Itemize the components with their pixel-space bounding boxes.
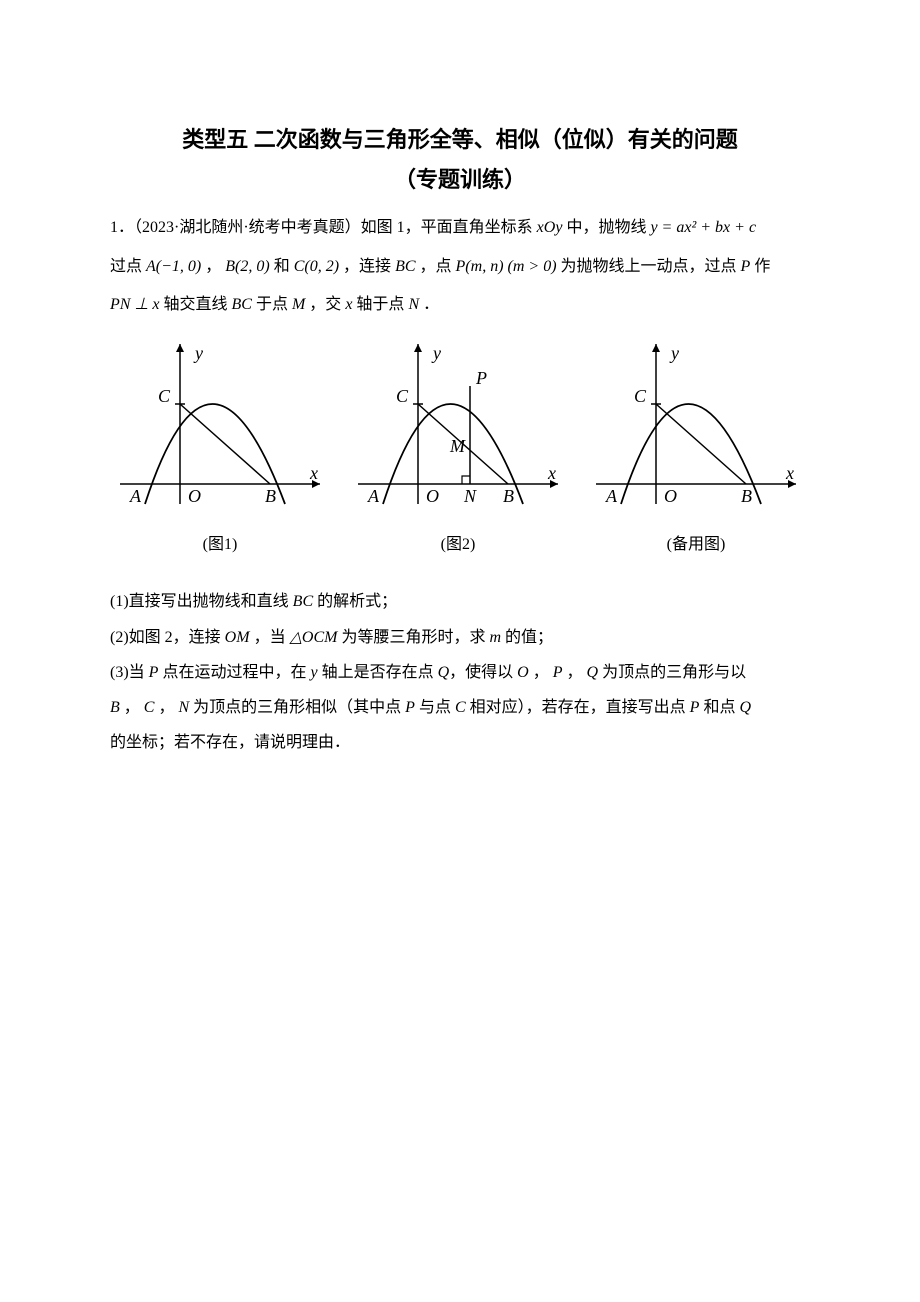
svg-text:O: O — [664, 486, 677, 506]
svg-text:B: B — [741, 486, 752, 506]
svg-text:A: A — [605, 486, 618, 506]
svg-text:N: N — [463, 486, 477, 506]
figure-3-caption: (备用图) — [667, 530, 726, 554]
figure-2: y x C A O B P M N (图2) — [348, 334, 568, 554]
svg-text:B: B — [265, 486, 276, 506]
question-2: (2)如图 2，连接 OM ，当 △OCM 为等腰三角形时，求 m 的值； — [110, 620, 810, 655]
svg-text:y: y — [669, 343, 679, 363]
question-3-line1: (3)当 P 点在运动过程中，在 y 轴上是否存在点 Q，使得以 O ， P ，… — [110, 655, 810, 690]
svg-text:x: x — [785, 463, 794, 483]
title-line2: （专题训练） — [394, 167, 526, 192]
title-line1: 类型五 二次函数与三角形全等、相似（位似）有关的问题 — [182, 127, 738, 152]
figure-3-svg: y x C A O B — [586, 334, 806, 524]
svg-text:y: y — [431, 343, 441, 363]
svg-text:B: B — [503, 486, 514, 506]
intro-block: 1．（2023·湖北随州·统考中考真题）如图 1，平面直角坐标系 xOy 中，抛… — [110, 209, 810, 324]
intro-p1: 1．（2023·湖北随州·统考中考真题）如图 1，平面直角坐标系 xOy 中，抛… — [110, 209, 810, 247]
svg-text:C: C — [396, 386, 409, 406]
figure-1: y x C A O B (图1) — [110, 334, 330, 554]
figures-row: y x C A O B (图1) — [110, 334, 810, 554]
figure-1-caption: (图1) — [203, 530, 238, 554]
page: 类型五 二次函数与三角形全等、相似（位似）有关的问题 （专题训练） 1．（202… — [0, 0, 920, 1302]
figure-3: y x C A O B (备用图) — [586, 334, 806, 554]
svg-text:P: P — [475, 368, 487, 388]
figure-2-caption: (图2) — [441, 530, 476, 554]
svg-text:x: x — [309, 463, 318, 483]
question-3-line2: B ， C ， N 为顶点的三角形相似（其中点 P 与点 C 相对应），若存在，… — [110, 690, 810, 725]
svg-text:O: O — [188, 486, 201, 506]
svg-text:x: x — [547, 463, 556, 483]
question-3-line3: 的坐标；若不存在，请说明理由． — [110, 725, 810, 760]
svg-text:A: A — [367, 486, 380, 506]
figure-2-svg: y x C A O B P M N — [348, 334, 568, 524]
svg-text:O: O — [426, 486, 439, 506]
svg-text:y: y — [193, 343, 203, 363]
svg-text:C: C — [634, 386, 647, 406]
intro-p2: 过点 A(−1, 0) ， B(2, 0) 和 C(0, 2) ，连接 BC ，… — [110, 248, 810, 286]
document-title: 类型五 二次函数与三角形全等、相似（位似）有关的问题 （专题训练） — [110, 120, 810, 199]
questions-block: (1)直接写出抛物线和直线 BC 的解析式； (2)如图 2，连接 OM ，当 … — [110, 584, 810, 760]
svg-text:C: C — [158, 386, 171, 406]
figure-1-svg: y x C A O B — [110, 334, 330, 524]
intro-p3: PN ⊥ x 轴交直线 BC 于点 M ，交 x 轴于点 N ． — [110, 286, 810, 324]
svg-text:A: A — [129, 486, 142, 506]
question-1: (1)直接写出抛物线和直线 BC 的解析式； — [110, 584, 810, 619]
svg-text:M: M — [449, 436, 466, 456]
